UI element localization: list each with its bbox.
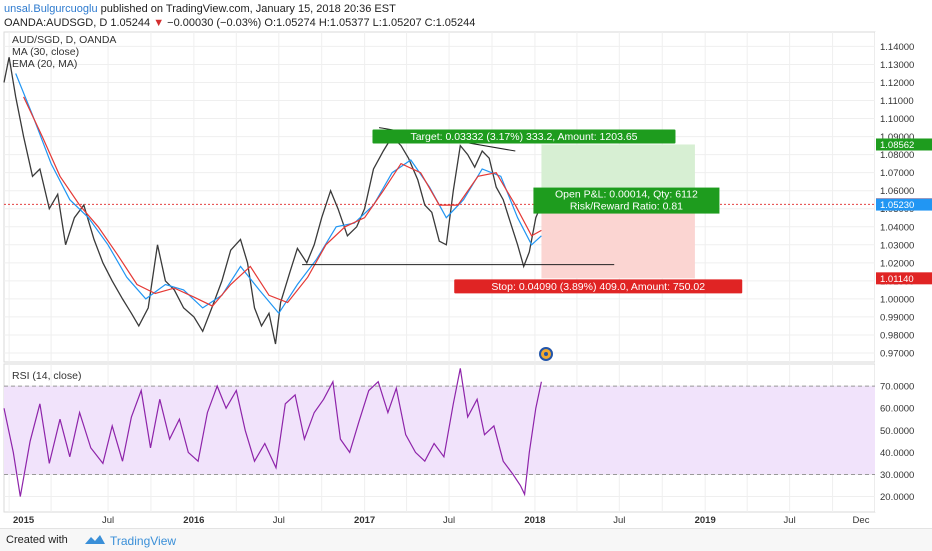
last-price: 1.05244: [110, 17, 151, 29]
publish-line: unsal.Bulgurcuoglu published on TradingV…: [4, 3, 396, 15]
created-with: Created with: [6, 534, 68, 546]
time-tick-label: 2017: [354, 515, 375, 526]
price-tick-label: 1.10000: [880, 114, 914, 125]
price-label-bg: [876, 272, 932, 285]
price-label-bg: [876, 198, 932, 211]
footer: Created with TradingView: [0, 528, 932, 551]
target-tag-bg: [372, 129, 676, 144]
ema-line: [23, 96, 542, 307]
rsi-tick-label: 50.0000: [880, 426, 914, 437]
tags-layer: Target: 0.03332 (3.17%) 333.2, Amount: 1…: [372, 129, 743, 294]
grid: [3, 31, 876, 513]
target-tag: Target: 0.03332 (3.17%) 333.2, Amount: 1…: [410, 131, 637, 143]
axes-layer: 1.14000 1.13000 1.12000 1.11000 1.10000 1.090…: [13, 32, 932, 526]
chart-canvas: 1.14000 1.13000 1.12000 1.11000 1.10000 1.090…: [3, 31, 932, 526]
time-tick-label: Jul: [273, 515, 285, 526]
price-tick-label: 1.03000: [880, 240, 914, 251]
stop-tag-bg: [454, 279, 743, 294]
price-axis-bg: [875, 32, 932, 512]
rsi-tick-label: 70.0000: [880, 382, 914, 393]
open-pl-tag: Open P&L: 0.00014, Qty: 6112: [555, 189, 698, 201]
price-label-bg: [876, 138, 932, 151]
time-tick-label: 2015: [13, 515, 35, 526]
ohlc-values: O:1.05274 H:1.05377 L:1.05207 C:1.05244: [264, 17, 476, 29]
time-tick-label: 2016: [183, 515, 204, 526]
symbol-line: OANDA:AUDSGD, D 1.05244 ▼ −0.00030 (−0.0…: [4, 17, 475, 29]
event-flag-icon[interactable]: [539, 347, 553, 361]
time-tick-label: Jul: [613, 515, 625, 526]
price-tick-label: 1.00000: [880, 294, 914, 305]
rsi-band: [4, 385, 875, 475]
time-tick-label: 2019: [695, 515, 716, 526]
price-pane: [3, 31, 876, 363]
series-layer: [3, 57, 542, 497]
stop-tag: Stop: 0.04090 (3.89%) 409.0, Amount: 750…: [491, 281, 705, 293]
rsi-line: [3, 368, 542, 497]
price-tick-label: 1.13000: [880, 60, 914, 71]
price-tick-label: 1.09000: [880, 132, 914, 143]
stop-zone: [541, 204, 695, 279]
price-label: 1.05230: [880, 200, 914, 211]
tradingview-brand[interactable]: TradingView: [110, 534, 177, 548]
rsi-tick-label: 20.0000: [880, 492, 914, 503]
price-label: 1.01140: [880, 274, 914, 285]
price-tick-label: 1.07000: [880, 168, 914, 179]
time-tick-label: 2018: [524, 515, 545, 526]
price-tick-label: 1.04000: [880, 222, 914, 233]
time-tick-label: Dec: [853, 515, 870, 526]
price-tick-label: 1.06000: [880, 186, 914, 197]
legend-symbol[interactable]: AUD/SGD, D, OANDA: [12, 34, 116, 46]
price-tick-label: 0.97000: [880, 348, 914, 359]
pl-tag-bg: [533, 187, 720, 214]
price-tick-label: 1.02000: [880, 258, 914, 269]
time-tick-label: Jul: [443, 515, 455, 526]
price-label: 1.08562: [880, 140, 914, 151]
chart-header: unsal.Bulgurcuoglu published on TradingV…: [0, 0, 932, 32]
legend-ma[interactable]: MA (30, close): [12, 46, 79, 58]
price-tick-label: 1.11000: [880, 96, 914, 107]
rsi-tick-label: 40.0000: [880, 448, 914, 459]
change-arrow-icon: ▼: [153, 17, 165, 29]
rsi-band-fill: [4, 386, 875, 475]
price-line: [3, 57, 542, 345]
legend-ema[interactable]: EMA (20, MA): [12, 58, 77, 70]
tradingview-logo-icon[interactable]: [84, 533, 106, 550]
symbol-label[interactable]: OANDA:AUDSGD, D: [4, 17, 108, 29]
change-value: −0.00030 (−0.03%): [167, 17, 262, 29]
price-tick-label: 1.12000: [880, 78, 914, 89]
price-tick-label: 0.99000: [880, 312, 914, 323]
price-tick-label: 1.08000: [880, 150, 914, 161]
ma-line: [15, 73, 542, 315]
risk-reward-tag: Risk/Reward Ratio: 0.81: [570, 201, 683, 213]
rsi-tick-label: 30.0000: [880, 470, 914, 481]
position-zones: [4, 144, 875, 279]
author-link[interactable]: unsal.Bulgurcuoglu: [4, 3, 98, 15]
price-tick-label: 0.98000: [880, 330, 914, 341]
time-tick-label: Jul: [784, 515, 796, 526]
time-tick-label: Jul: [102, 515, 114, 526]
published-text: published on TradingView.com, January 15…: [100, 3, 396, 15]
price-tick-label: 1.14000: [880, 42, 914, 53]
rsi-title[interactable]: RSI (14, close): [12, 370, 81, 382]
rsi-tick-label: 60.0000: [880, 404, 914, 415]
